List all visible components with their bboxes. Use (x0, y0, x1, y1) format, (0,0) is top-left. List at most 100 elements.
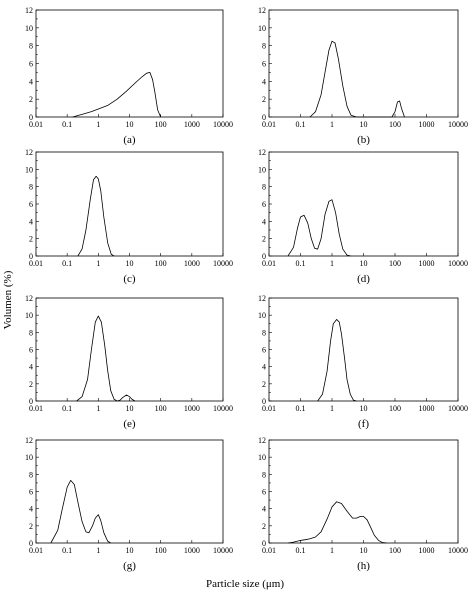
panel-label: (g) (123, 560, 136, 572)
x-tick-label: 1000 (419, 546, 435, 555)
distribution-curve (72, 72, 162, 118)
panel-label: (d) (357, 273, 370, 285)
x-tick-label: 1 (96, 120, 100, 129)
y-tick-label: 10 (25, 311, 33, 320)
x-tick-label: 10 (126, 404, 134, 413)
x-tick-label: 0.01 (262, 546, 276, 555)
x-tick-label: 1000 (184, 120, 200, 129)
x-tick-label: 100 (389, 259, 401, 268)
y-tick-label: 4 (262, 77, 266, 86)
distribution-curve (287, 199, 352, 257)
y-tick-label: 0 (29, 252, 33, 261)
y-tick-label: 4 (29, 363, 33, 372)
y-tick-label: 2 (262, 95, 266, 104)
x-tick-label: 1 (96, 404, 100, 413)
y-tick-label: 8 (29, 328, 33, 337)
y-tick-label: 2 (29, 235, 33, 244)
y-tick-label: 2 (29, 95, 33, 104)
y-tick-label: 12 (258, 148, 266, 157)
x-tick-label: 100 (155, 259, 167, 268)
y-tick-label: 0 (262, 113, 266, 122)
distribution-curve (76, 315, 136, 402)
x-tick-label: 1 (330, 404, 334, 413)
x-tick-label: 100 (389, 546, 401, 555)
panel-label: (c) (123, 273, 136, 285)
y-tick-label: 12 (25, 436, 33, 445)
y-tick-label: 6 (29, 200, 33, 209)
y-tick-label: 0 (262, 539, 266, 548)
plot-frame (268, 151, 459, 257)
y-tick-label: 12 (258, 6, 266, 15)
x-tick-label: 0.1 (296, 120, 306, 129)
y-tick-label: 8 (29, 42, 33, 51)
y-tick-label: 2 (29, 380, 33, 389)
y-tick-label: 10 (258, 165, 266, 174)
plot-frame (268, 297, 459, 402)
distribution-curve (309, 40, 405, 118)
y-tick-label: 6 (29, 488, 33, 497)
y-tick-label: 8 (29, 470, 33, 479)
chart-panel: 0 2 4 6 8 10 12 0.01 0.1 1 10 100 1000 10000 (e) (25, 294, 233, 430)
panel-label: (h) (357, 560, 370, 572)
x-tick-label: 0.01 (262, 259, 276, 268)
chart-panel: 0 2 4 6 8 10 12 0.01 0.1 1 10 100 1000 10000 (h) (258, 436, 468, 572)
y-tick-label: 10 (25, 24, 33, 33)
x-tick-label: 10 (126, 120, 134, 129)
x-tick-label: 100 (155, 120, 167, 129)
y-tick-label: 6 (262, 488, 266, 497)
x-tick-label: 10000 (448, 120, 468, 129)
x-tick-label: 0.01 (29, 120, 43, 129)
x-tick-label: 10 (126, 259, 134, 268)
x-tick-label: 0.1 (62, 120, 72, 129)
x-tick-label: 10000 (213, 120, 233, 129)
y-tick-label: 12 (25, 294, 33, 303)
y-tick-label: 12 (258, 294, 266, 303)
x-tick-label: 1000 (184, 404, 200, 413)
x-tick-label: 0.01 (262, 404, 276, 413)
y-tick-label: 4 (29, 77, 33, 86)
y-tick-label: 8 (262, 42, 266, 51)
x-axis-title: Particle size (μm) (206, 578, 284, 590)
y-tick-label: 8 (29, 183, 33, 192)
y-tick-label: 4 (262, 505, 266, 514)
x-tick-label: 10 (360, 259, 368, 268)
y-tick-label: 4 (29, 505, 33, 514)
x-tick-label: 0.1 (62, 404, 72, 413)
plot-frame (35, 439, 224, 544)
x-tick-label: 0.1 (296, 546, 306, 555)
x-tick-label: 1000 (419, 120, 435, 129)
distribution-curve (287, 501, 387, 544)
x-tick-label: 1000 (419, 404, 435, 413)
panel-label: (a) (123, 134, 136, 146)
x-tick-label: 0.01 (29, 259, 43, 268)
x-tick-label: 1 (330, 120, 334, 129)
plot-frame (268, 9, 459, 118)
panel-label: (b) (357, 134, 370, 146)
y-tick-label: 8 (262, 183, 266, 192)
y-tick-label: 10 (258, 453, 266, 462)
chart-panel: 0 2 4 6 8 10 12 0.01 0.1 1 10 100 1000 10000 (f) (258, 294, 468, 430)
x-tick-label: 10000 (213, 546, 233, 555)
x-tick-label: 10 (360, 120, 368, 129)
x-tick-label: 100 (155, 546, 167, 555)
y-tick-label: 12 (25, 148, 33, 157)
x-tick-label: 0.01 (29, 546, 43, 555)
x-tick-label: 1000 (419, 259, 435, 268)
distribution-curve (50, 479, 111, 544)
x-tick-label: 10000 (213, 404, 233, 413)
panel-label: (f) (358, 418, 369, 430)
y-tick-label: 0 (29, 397, 33, 406)
distribution-curve (317, 319, 357, 402)
x-tick-label: 0.1 (62, 259, 72, 268)
y-axis-title: Volumen (%) (2, 270, 14, 329)
y-tick-label: 6 (262, 200, 266, 209)
y-tick-label: 10 (25, 165, 33, 174)
x-tick-label: 10000 (448, 404, 468, 413)
chart-panel: 0 2 4 6 8 10 12 0.01 0.1 1 10 100 1000 10000 (a) (25, 6, 233, 146)
distribution-curve (77, 175, 115, 257)
x-tick-label: 0.1 (296, 404, 306, 413)
chart-panel: 0 2 4 6 8 10 12 0.01 0.1 1 10 100 1000 10000 (c) (25, 148, 233, 285)
plot-frame (35, 297, 224, 402)
y-tick-label: 4 (262, 363, 266, 372)
